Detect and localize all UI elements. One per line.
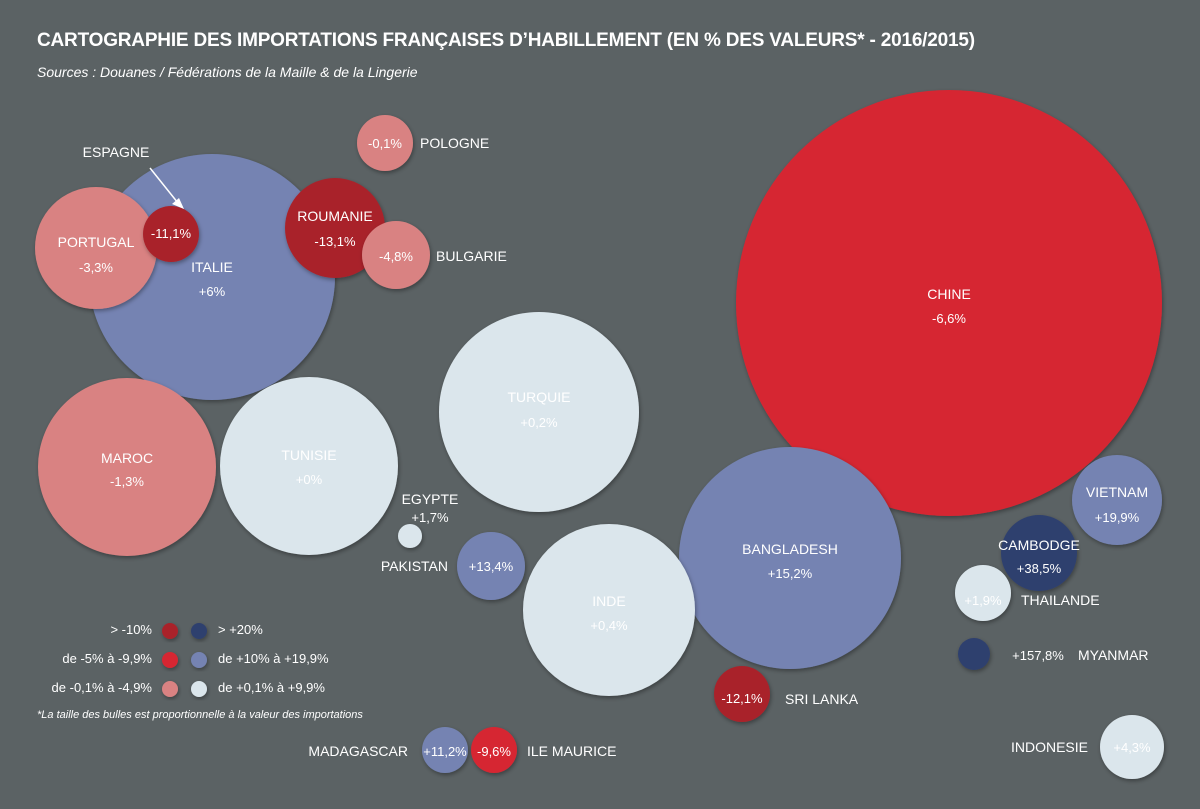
bubble-bangladesh xyxy=(679,447,901,669)
value-madagascar: +11,2% xyxy=(423,744,467,759)
label-sri-lanka: SRI LANKA xyxy=(785,691,859,707)
chart-title: CARTOGRAPHIE DES IMPORTATIONS FRANÇAISES… xyxy=(37,30,975,51)
label-bulgarie: BULGARIE xyxy=(436,248,507,264)
value-ile-maurice: -9,6% xyxy=(477,744,511,759)
label-espagne: ESPAGNE xyxy=(83,144,150,160)
legend-label-r0: > +20% xyxy=(218,622,263,637)
label-myanmar: MYANMAR xyxy=(1078,647,1149,663)
legend-label-l1: de -5% à -9,9% xyxy=(62,651,152,666)
label-portugal: PORTUGAL xyxy=(58,234,135,250)
bubble-bulgarie xyxy=(362,221,430,289)
bubble-inde xyxy=(523,524,695,696)
label-tunisie: TUNISIE xyxy=(281,447,336,463)
legend-dot-right-0 xyxy=(191,623,207,639)
value-turquie: +0,2% xyxy=(520,415,558,430)
bubble-thailande xyxy=(955,565,1011,621)
legend-label-r1: de +10% à +19,9% xyxy=(218,651,329,666)
legend-dot-right-2 xyxy=(191,681,207,697)
value-maroc: -1,3% xyxy=(110,474,144,489)
value-myanmar: +157,8% xyxy=(1012,648,1064,663)
label-turquie: TURQUIE xyxy=(508,389,571,405)
value-espagne: -11,1% xyxy=(151,226,192,241)
value-vietnam: +19,9% xyxy=(1095,510,1140,525)
bubble-pakistan xyxy=(457,532,525,600)
value-bangladesh: +15,2% xyxy=(768,566,813,581)
legend-dot-left-1 xyxy=(162,652,178,668)
label-chine: CHINE xyxy=(927,286,971,302)
bubble-indonesie xyxy=(1100,715,1164,779)
bubble-roumanie xyxy=(285,178,385,278)
legend-label-r2: de +0,1% à +9,9% xyxy=(218,680,325,695)
bubble-pologne xyxy=(357,115,413,171)
bubble-chine xyxy=(736,90,1162,516)
value-tunisie: +0% xyxy=(296,472,323,487)
bubble-turquie xyxy=(439,312,639,512)
label-bangladesh: BANGLADESH xyxy=(742,541,838,557)
bubble-ile-maurice xyxy=(471,727,517,773)
legend-dot-left-2 xyxy=(162,681,178,697)
value-indonesie: +4,3% xyxy=(1113,740,1151,755)
label-pakistan: PAKISTAN xyxy=(381,558,448,574)
label-roumanie: ROUMANIE xyxy=(297,208,372,224)
label-pologne: POLOGNE xyxy=(420,135,489,151)
bubble-madagascar xyxy=(422,727,468,773)
bubble-tunisie xyxy=(220,377,398,555)
label-thailande: THAILANDE xyxy=(1021,592,1100,608)
bubble-egypte xyxy=(398,524,422,548)
size-note: *La taille des bulles est proportionnell… xyxy=(37,709,363,721)
value-bulgarie: -4,8% xyxy=(379,249,413,264)
value-pologne: -0,1% xyxy=(368,136,402,151)
bubble-myanmar xyxy=(958,638,990,670)
bubble-espagne xyxy=(143,206,199,262)
label-madagascar: MADAGASCAR xyxy=(308,743,408,759)
value-pakistan: +13,4% xyxy=(469,559,514,574)
espagne-arrow-head xyxy=(172,198,184,209)
legend-label-l0: > -10% xyxy=(110,622,152,637)
label-ile-maurice: ILE MAURICE xyxy=(527,743,616,759)
value-egypte: +1,7% xyxy=(411,510,449,525)
espagne-arrow xyxy=(149,167,179,204)
value-thailande: +1,9% xyxy=(964,593,1002,608)
bubble-sri-lanka xyxy=(714,666,770,722)
value-cambodge: +38,5% xyxy=(1017,561,1062,576)
value-inde: +0,4% xyxy=(590,618,628,633)
value-chine: -6,6% xyxy=(932,311,966,326)
value-roumanie: -13,1% xyxy=(314,234,356,249)
legend-dot-left-0 xyxy=(162,623,178,639)
bubble-maroc xyxy=(38,378,216,556)
bubble-cambodge xyxy=(1001,515,1077,591)
label-cambodge: CAMBODGE xyxy=(998,537,1080,553)
value-portugal: -3,3% xyxy=(79,260,113,275)
label-inde: INDE xyxy=(592,593,625,609)
chart-subtitle: Sources : Douanes / Fédérations de la Ma… xyxy=(37,64,418,80)
bubble-portugal xyxy=(35,187,157,309)
label-maroc: MAROC xyxy=(101,450,153,466)
value-italie: +6% xyxy=(199,284,226,299)
label-egypte: EGYPTE xyxy=(402,491,459,507)
label-vietnam: VIETNAM xyxy=(1086,484,1148,500)
label-italie: ITALIE xyxy=(191,259,233,275)
label-indonesie: INDONESIE xyxy=(1011,739,1088,755)
value-sri-lanka: -12,1% xyxy=(721,691,763,706)
legend-label-l2: de -0,1% à -4,9% xyxy=(51,680,152,695)
legend-dot-right-1 xyxy=(191,652,207,668)
bubble-vietnam xyxy=(1072,455,1162,545)
